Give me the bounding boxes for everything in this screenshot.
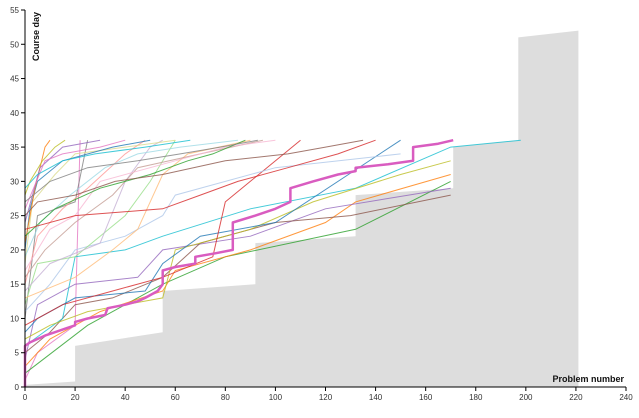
series-line-11 <box>24 153 401 312</box>
background-area-shape <box>25 30 579 387</box>
x-tick-label: 160 <box>419 393 433 402</box>
series-line-10 <box>24 140 89 319</box>
x-axis-title: Problem number <box>552 374 624 384</box>
y-tick-label: 25 <box>10 212 19 221</box>
series-line-17 <box>24 139 276 271</box>
series-line-28 <box>24 139 66 196</box>
x-tick-label: 40 <box>121 393 130 402</box>
series-line-18 <box>24 139 176 264</box>
x-tick-label: 200 <box>519 393 533 402</box>
x-tick-label: 180 <box>469 393 483 402</box>
axes: 0 20 40 60 80 100 120 140 160 180 200 220 240 0 5 10 15… <box>10 6 633 402</box>
gray-background-area <box>25 30 579 387</box>
x-tick-label: 0 <box>23 393 28 402</box>
x-tick-label: 20 <box>71 393 80 402</box>
series-line-25 <box>24 139 364 216</box>
series-line-7 <box>24 160 451 340</box>
y-tick-label: 30 <box>10 177 19 186</box>
series-line-13 <box>24 139 251 299</box>
series-line-27 <box>24 139 258 203</box>
x-tick-label: 220 <box>569 393 583 402</box>
y-tick-label: 10 <box>10 314 19 323</box>
series-line-3 <box>24 174 451 367</box>
x-tick-label: 120 <box>319 393 333 402</box>
series-line-23 <box>24 139 376 230</box>
series-line-1 <box>24 140 81 381</box>
x-tick-label: 80 <box>221 393 230 402</box>
y-tick-label: 5 <box>15 349 20 358</box>
y-tick-label: 0 <box>15 383 20 392</box>
series-line-4 <box>24 187 451 360</box>
x-tick-label: 140 <box>369 393 383 402</box>
x-tick-label: 240 <box>619 393 633 402</box>
series-lines <box>24 139 521 381</box>
series-line-15 <box>24 139 146 285</box>
y-tick-label: 40 <box>10 109 19 118</box>
y-tick-label: 20 <box>10 246 19 255</box>
series-line-20 <box>24 139 151 250</box>
y-tick-label: 50 <box>10 40 19 49</box>
x-tick-label: 100 <box>269 393 283 402</box>
series-line-22 <box>24 139 246 237</box>
series-line-29 <box>24 139 191 189</box>
y-tick-label: 15 <box>10 280 19 289</box>
series-line-12 <box>24 139 176 305</box>
x-axis-ticks: 0 20 40 60 80 100 120 140 160 180 200 220 240 <box>23 387 633 402</box>
series-line-6 <box>24 139 521 347</box>
highlight-line <box>23 138 454 387</box>
y-axis-title: Course day <box>31 12 41 61</box>
series-line-24 <box>24 139 101 223</box>
y-axis-ticks: 0 5 10 15 20 25 30 35 40 45 50 55 <box>10 6 25 392</box>
highlight-series <box>23 138 454 387</box>
series-line-26 <box>24 139 126 209</box>
x-tick-label: 60 <box>171 393 180 402</box>
y-tick-label: 35 <box>10 143 19 152</box>
y-tick-label: 55 <box>10 6 19 15</box>
y-tick-label: 45 <box>10 75 19 84</box>
